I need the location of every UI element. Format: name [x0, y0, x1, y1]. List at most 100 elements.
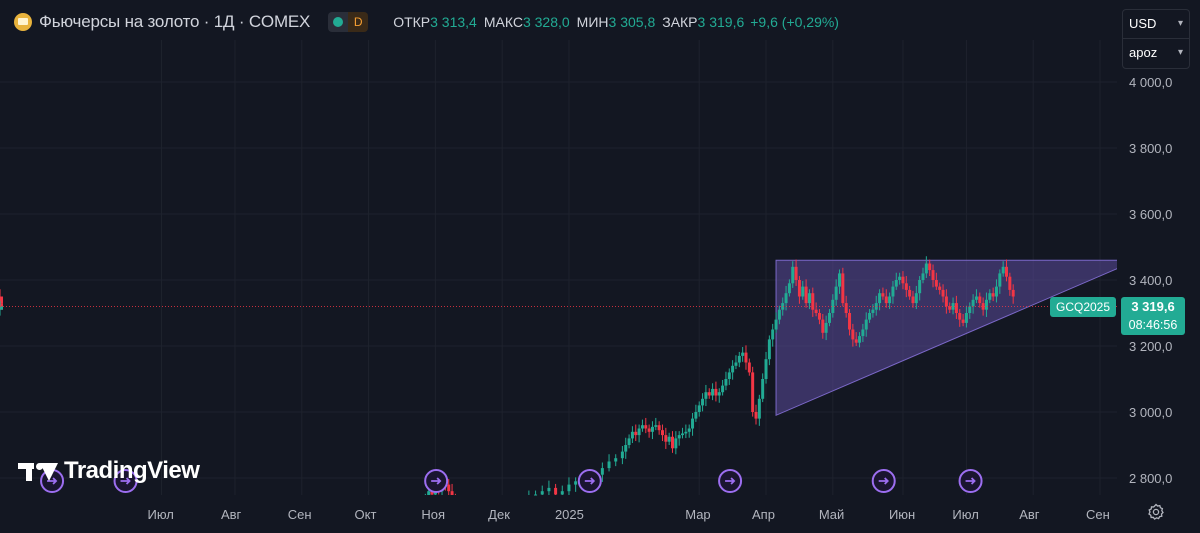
- tradingview-logo[interactable]: TradingView: [18, 457, 200, 485]
- candle-body: [998, 273, 1002, 287]
- status-badges: D: [328, 12, 369, 32]
- candle-body: [958, 313, 962, 320]
- currency-label: USD: [1129, 16, 1157, 31]
- event-marker-icon[interactable]: [718, 469, 743, 493]
- time-tick-label: Ноя: [421, 507, 445, 522]
- candle-body: [644, 425, 648, 429]
- candle-body: [848, 313, 852, 330]
- unit-dropdown[interactable]: apoz ▾: [1123, 39, 1189, 67]
- chevron-down-icon: ▾: [1177, 47, 1183, 58]
- candle-body: [450, 491, 454, 495]
- candle-body: [674, 438, 678, 449]
- bar-countdown: 08:46:56: [1128, 318, 1178, 332]
- event-marker-icon[interactable]: [577, 469, 602, 493]
- candle-body: [861, 329, 865, 337]
- time-tick-label: Сен: [288, 507, 312, 522]
- candle-body: [447, 484, 451, 492]
- candle-body: [681, 433, 685, 436]
- candle-body: [534, 494, 538, 496]
- price-tick-label: 3 800,0: [1129, 141, 1172, 156]
- candle-body: [600, 468, 604, 475]
- candle-body: [797, 280, 801, 297]
- candle-body: [984, 299, 988, 310]
- open-value: 3 313,4: [430, 14, 477, 30]
- candle-body: [954, 303, 958, 313]
- price-tick-label: 3 400,0: [1129, 273, 1172, 288]
- price-tick-label: 3 200,0: [1129, 339, 1172, 354]
- candle-body: [614, 458, 618, 462]
- candle-body: [784, 293, 788, 304]
- event-marker-icon[interactable]: [113, 469, 138, 493]
- candle-body: [821, 319, 825, 333]
- candle-body: [734, 362, 738, 366]
- change-value: +9,6 (+0,29%): [750, 14, 839, 30]
- candle-body: [747, 362, 751, 373]
- candle-body: [971, 299, 975, 307]
- candle-body: [0, 296, 3, 304]
- arrow-right-icon: [878, 477, 889, 485]
- candle-body: [928, 263, 932, 271]
- time-tick-label: Июл: [952, 507, 978, 522]
- candle-body: [707, 392, 711, 396]
- symbol-title[interactable]: Фьючерсы на золото · 1Д · COMEX: [39, 12, 311, 31]
- candle-body: [754, 412, 758, 419]
- tradingview-wordmark: TradingView: [64, 457, 200, 484]
- gear-icon[interactable]: [1147, 503, 1165, 521]
- candle-body: [717, 392, 721, 396]
- chart-header: Фьючерсы на золото · 1Д · COMEX D ОТКР 3…: [14, 11, 839, 33]
- candle-body: [731, 365, 735, 373]
- candle-body: [991, 293, 995, 297]
- candle-body: [921, 273, 925, 280]
- candle-body: [888, 296, 892, 304]
- event-marker-icon[interactable]: [958, 469, 983, 493]
- candle-body: [781, 303, 785, 310]
- triangle-pattern: [775, 98, 1137, 417]
- candle-body: [724, 379, 728, 386]
- candle-body: [988, 293, 992, 300]
- market-open-dot-icon: [328, 12, 349, 32]
- candle-body: [737, 355, 741, 363]
- candle-body: [898, 276, 902, 280]
- candle-body: [771, 329, 775, 340]
- candle-body: [941, 289, 945, 297]
- chevron-down-icon: ▾: [1177, 18, 1183, 29]
- candle-body: [914, 293, 918, 304]
- time-tick-label: Май: [819, 507, 844, 522]
- time-axis: Июл Авг Сен Окт Ноя Дек 2025 Мар Апр Май Июн Июл Авг…: [147, 507, 1109, 522]
- candle-body: [858, 336, 862, 343]
- triangle-shape: [775, 259, 1137, 417]
- time-tick-label: Окт: [355, 507, 377, 522]
- close-value: 3 319,6: [697, 14, 745, 30]
- ticker-tag: GCQ2025: [1050, 297, 1116, 317]
- close-label: ЗАКР: [662, 14, 698, 30]
- candle-body: [894, 280, 898, 287]
- candle-body: [801, 286, 805, 297]
- time-tick-label: Авг: [221, 507, 242, 522]
- time-tick-label: Июн: [889, 507, 915, 522]
- candle-body: [904, 283, 908, 290]
- arrow-right-icon: [431, 477, 442, 485]
- time-tick-label: Дек: [488, 507, 510, 522]
- candle-body: [918, 280, 922, 294]
- event-marker-icon[interactable]: [871, 469, 896, 493]
- candle-body: [701, 398, 705, 406]
- currency-selector[interactable]: USD ▾ apoz ▾: [1122, 9, 1190, 69]
- currency-dropdown[interactable]: USD ▾: [1123, 10, 1189, 39]
- tradingview-logo-icon: [18, 459, 58, 483]
- candle-body: [794, 266, 798, 280]
- candle-body: [697, 405, 701, 412]
- candle-body: [637, 428, 641, 436]
- candle-body: [677, 435, 681, 439]
- candle-body: [427, 491, 431, 495]
- candle-body: [627, 438, 631, 445]
- candle-body: [640, 425, 644, 429]
- delay-badge[interactable]: D: [348, 12, 369, 32]
- price-axis: 2 800,0 3 000,0 3 200,0 3 400,0 3 600,0 3 800…: [1117, 0, 1200, 533]
- candle-body: [791, 266, 795, 284]
- event-marker-icon[interactable]: [424, 469, 449, 493]
- arrow-right-icon: [725, 477, 736, 485]
- candle-body: [687, 428, 691, 432]
- price-tick-label: 4 000,0: [1129, 75, 1172, 90]
- candle-body: [974, 296, 978, 300]
